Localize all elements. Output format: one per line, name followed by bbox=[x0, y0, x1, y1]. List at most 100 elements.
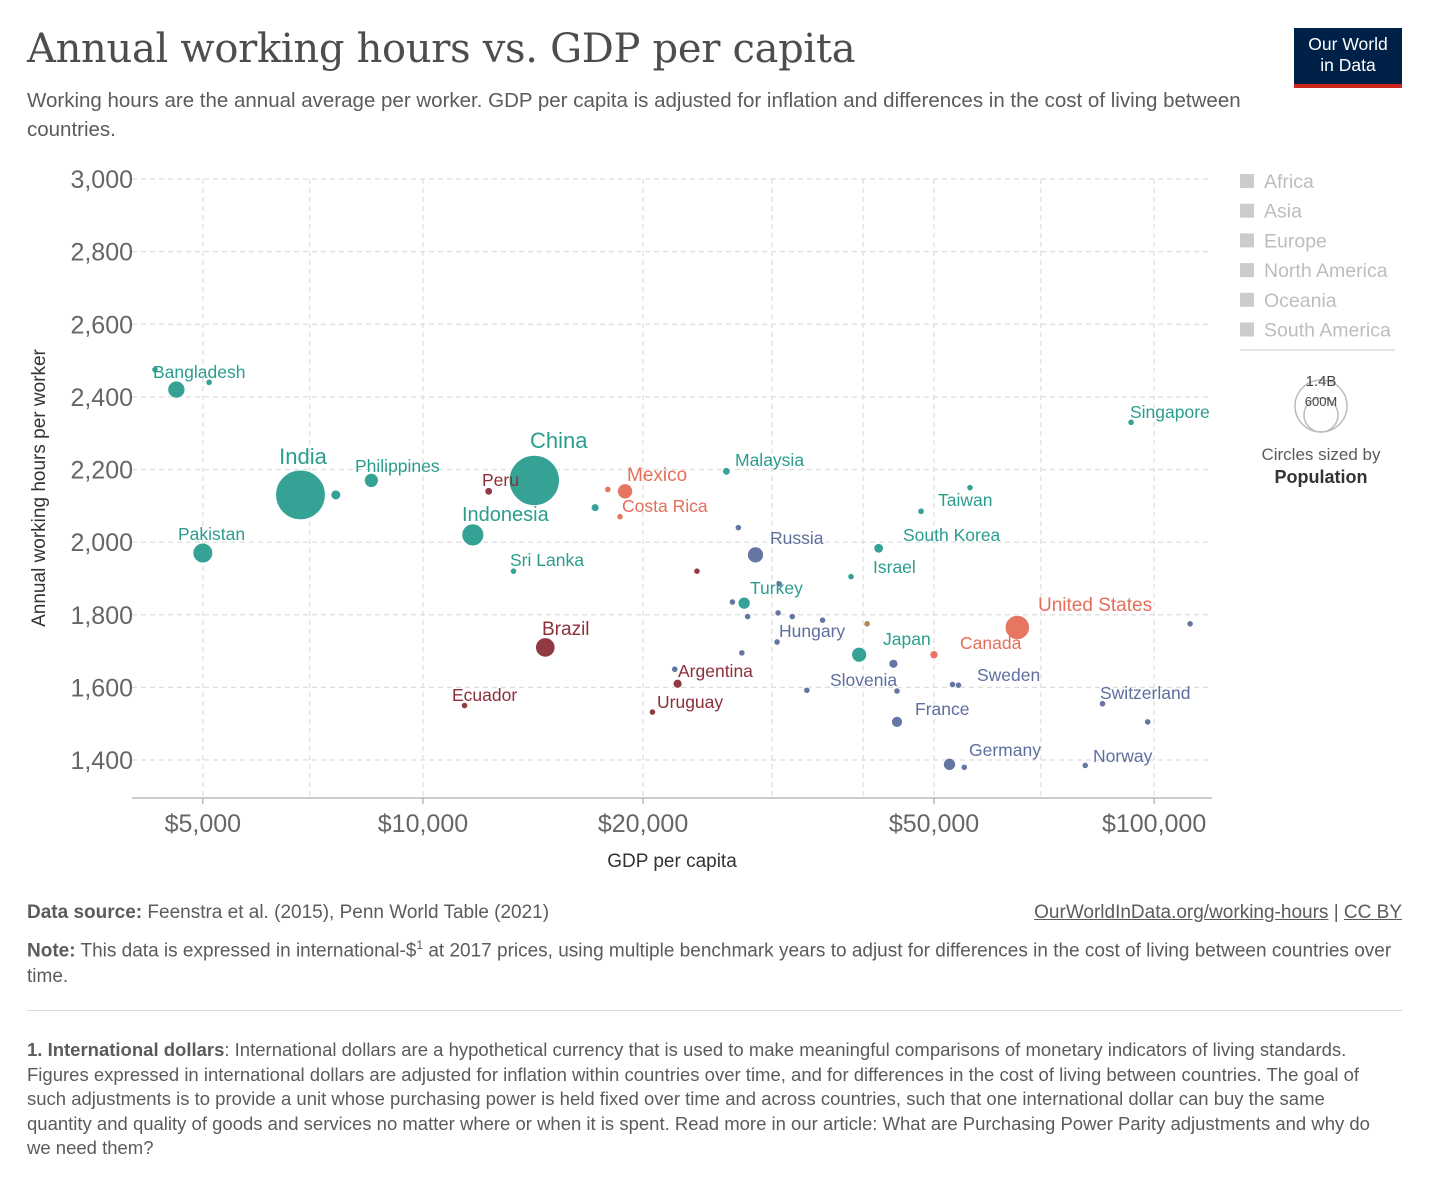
label-south-korea: South Korea bbox=[903, 525, 1001, 545]
point-pakistan bbox=[192, 542, 214, 564]
point-norway bbox=[1081, 761, 1089, 770]
point bbox=[734, 523, 742, 532]
point bbox=[948, 680, 957, 689]
point-south-korea bbox=[873, 543, 884, 554]
point-united-states bbox=[1004, 614, 1030, 641]
chart-title: Annual working hours vs. GDP per capita bbox=[27, 26, 856, 72]
point-turkey bbox=[737, 596, 751, 610]
point-uruguay bbox=[648, 708, 657, 716]
point bbox=[738, 649, 746, 657]
label-mexico: Mexico bbox=[627, 465, 687, 486]
label-turkey: Turkey bbox=[750, 578, 803, 598]
point-labels: Bangladesh India Pakistan Philippines China I… bbox=[153, 362, 1210, 766]
source-text: Feenstra et al. (2015), Penn World Table… bbox=[147, 902, 550, 923]
label-bangladesh: Bangladesh bbox=[153, 362, 245, 382]
region-legend: Africa Asia Europe North America Oceania Sout… bbox=[1240, 171, 1391, 342]
y-tick-label: 1,800 bbox=[70, 602, 133, 630]
point bbox=[774, 609, 782, 617]
point bbox=[1186, 620, 1194, 628]
x-axis-label: GDP per capita bbox=[607, 851, 737, 872]
label-russia: Russia bbox=[770, 528, 824, 548]
point bbox=[151, 366, 159, 374]
point bbox=[966, 484, 974, 492]
point-indonesia bbox=[461, 523, 485, 547]
license-link[interactable]: CC BY bbox=[1343, 902, 1402, 923]
y-tick-label: 2,800 bbox=[70, 239, 133, 267]
x-tick-label: $20,000 bbox=[598, 810, 688, 838]
label-canada: Canada bbox=[960, 633, 1022, 653]
point bbox=[818, 616, 827, 624]
legend-item: Africa bbox=[1264, 171, 1314, 193]
note: Note: This data is expressed in internat… bbox=[27, 932, 1402, 990]
point bbox=[693, 567, 701, 575]
point-russia bbox=[747, 546, 764, 564]
point-singapore bbox=[1127, 418, 1135, 426]
legend-swatch bbox=[1240, 233, 1254, 248]
data-points bbox=[151, 366, 1194, 771]
point bbox=[788, 612, 796, 621]
y-tick-label: 2,400 bbox=[70, 384, 133, 412]
point bbox=[604, 485, 612, 494]
owid-logo[interactable]: Our World in Data bbox=[1294, 28, 1402, 88]
point-canada bbox=[929, 650, 939, 660]
point-india bbox=[275, 469, 326, 521]
label-switzerland: Switzerland bbox=[1100, 683, 1190, 703]
point-sweden bbox=[954, 681, 963, 689]
y-tick-label: 3,000 bbox=[70, 166, 133, 194]
point-slovenia bbox=[803, 686, 811, 694]
legend-swatch bbox=[1240, 263, 1254, 278]
note-label: Note: bbox=[27, 940, 76, 962]
point-israel bbox=[847, 573, 855, 581]
legend-swatch bbox=[1240, 322, 1254, 337]
label-brazil: Brazil bbox=[542, 619, 590, 640]
y-tick-label: 1,600 bbox=[70, 674, 133, 702]
legend-item: Europe bbox=[1264, 230, 1327, 252]
point-switzerland bbox=[1098, 700, 1107, 708]
legend-item: North America bbox=[1264, 260, 1388, 282]
y-tick-label: 2,000 bbox=[70, 529, 133, 557]
point bbox=[728, 598, 737, 606]
point-philippines bbox=[363, 472, 379, 488]
point bbox=[893, 687, 901, 695]
label-hungary: Hungary bbox=[779, 621, 845, 641]
label-sri-lanka: Sri Lanka bbox=[510, 550, 584, 570]
label-indonesia: Indonesia bbox=[462, 504, 550, 526]
legend-item: Asia bbox=[1264, 201, 1302, 223]
note-footnote-ref[interactable]: 1 bbox=[416, 938, 424, 952]
size-legend: 1.4B 600M Circles sized by Population bbox=[1261, 373, 1381, 487]
label-india: India bbox=[279, 444, 327, 469]
size-key-small-circle bbox=[1303, 397, 1339, 433]
label-ecuador: Ecuador bbox=[452, 685, 517, 705]
y-tick-label: 2,200 bbox=[70, 457, 133, 485]
y-axis: 1,400 1,600 1,800 2,000 2,200 2,400 2,600 2,800… bbox=[70, 166, 133, 775]
legend-item: South America bbox=[1264, 320, 1391, 342]
point bbox=[590, 503, 600, 512]
point-hungary bbox=[773, 638, 781, 646]
x-tick-label: $10,000 bbox=[378, 810, 468, 838]
footer-divider bbox=[27, 1010, 1402, 1011]
source-label: Data source: bbox=[27, 902, 143, 923]
data-source: Data source: Feenstra et al. (2015), Pen… bbox=[27, 902, 1402, 924]
source-links: OurWorldInData.org/working-hours | CC BY bbox=[1034, 902, 1402, 924]
point bbox=[205, 378, 213, 386]
legend-swatch bbox=[1240, 203, 1254, 218]
size-variable: Population bbox=[1275, 467, 1368, 487]
logo-line-1: Our World bbox=[1308, 34, 1388, 54]
x-tick-label: $50,000 bbox=[889, 810, 979, 838]
point-brazil bbox=[535, 637, 556, 658]
y-tick-label: 2,600 bbox=[70, 311, 133, 339]
source-url-link[interactable]: OurWorldInData.org/working-hours bbox=[1034, 902, 1329, 923]
label-taiwan: Taiwan bbox=[938, 490, 992, 510]
point bbox=[330, 489, 342, 501]
link-separator: | bbox=[1333, 902, 1339, 923]
legend-swatch bbox=[1240, 292, 1254, 307]
label-malaysia: Malaysia bbox=[735, 450, 804, 470]
label-japan: Japan bbox=[883, 629, 931, 649]
label-peru: Peru bbox=[482, 470, 519, 490]
legend-swatch bbox=[1240, 174, 1254, 188]
label-france: France bbox=[915, 699, 969, 719]
y-tick-label: 1,400 bbox=[70, 747, 133, 775]
label-china: China bbox=[530, 428, 588, 453]
point bbox=[960, 763, 968, 771]
label-israel: Israel bbox=[873, 557, 916, 577]
